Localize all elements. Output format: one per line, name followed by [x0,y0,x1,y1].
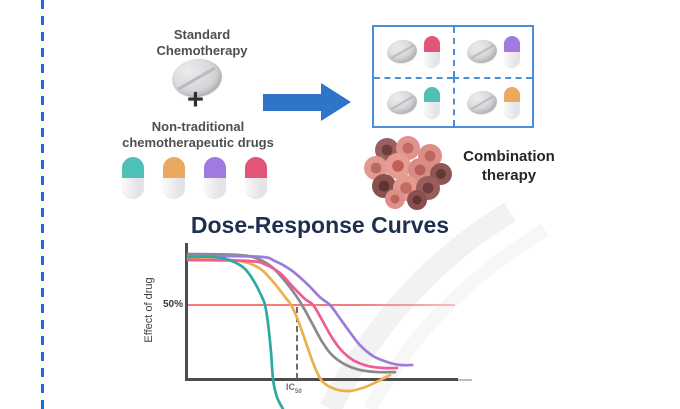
capsule-icon-2 [204,157,226,198]
watermark-swoosh-2 [363,223,549,409]
capsule-icon-1-bottom [163,177,185,198]
capsule-icon-0-top [122,157,144,178]
fifty-percent-line [188,304,455,306]
x-axis-extension [458,379,472,381]
capsule-icon-q0 [424,36,440,68]
curve-pink-drug [186,258,399,370]
capsule-icon-3-bottom [245,177,267,198]
capsule-icon-q0-top [424,36,440,52]
ic50-dashed-line [296,307,298,379]
combination-therapy-label: Combination therapy [463,148,555,184]
capsule-icon-q3 [504,86,520,118]
tumor-cell-3 [364,156,388,180]
y-axis-label: Effect of drug [143,277,155,343]
combo-quadrant-1 [453,27,532,77]
ic50-label: IC50 [286,382,302,395]
tumor-cell-10 [385,189,405,209]
drug-capsules-row [122,157,267,198]
arrow-icon [263,94,322,111]
fifty-percent-label: 50% [162,299,183,310]
dashed-guide-line [41,0,44,409]
tumor-cell-cluster-icon [364,136,452,210]
ic50-subscript: 50 [295,388,302,395]
combo-quadrant-2 [374,76,453,127]
curve-gray-standard-drug [186,252,397,374]
curve-purple-drug [186,254,414,367]
tumor-cell-4 [385,153,411,179]
x-axis-line [185,378,458,381]
tablet-icon-q0 [385,38,419,66]
combo-quadrant-0 [374,27,453,77]
capsule-icon-q0-bottom [424,51,440,68]
y-axis-line [185,243,188,381]
capsule-icon-q1 [504,36,520,68]
tablet-icon-q2 [385,88,419,116]
curve-teal-drug [186,255,285,409]
standard-chemotherapy-label: Standard Chemotherapy [156,27,248,59]
capsule-icon-1-top [163,157,185,178]
capsule-icon-q2-bottom [424,102,440,118]
capsule-icon-3 [245,157,267,198]
capsule-icon-2-top [204,157,226,178]
tablet-icon-q1 [465,38,499,66]
chart-title: Dose-Response Curves [190,212,450,238]
capsule-icon-3-top [245,157,267,178]
capsule-icon-q3-top [504,86,520,103]
combination-grid-box [372,25,534,128]
capsule-icon-2-bottom [204,177,226,198]
tumor-cell-11 [407,190,427,210]
capsule-icon-0 [122,157,144,198]
capsule-icon-q2 [424,86,440,118]
combo-quadrant-3 [453,76,532,126]
capsule-icon-0-bottom [122,177,144,198]
capsule-icon-1 [163,157,185,198]
curve-orange-drug [186,257,392,393]
plus-sign: + [187,84,204,116]
tumor-cell-5 [408,158,432,182]
nontraditional-drugs-label: Non-traditional chemotherapeutic drugs [122,119,274,151]
capsule-icon-q1-top [504,36,520,52]
tablet-icon-q3 [465,88,499,116]
arrow-head-icon [321,83,351,121]
ic50-prefix: IC [286,382,295,392]
capsule-icon-q2-top [424,86,440,103]
capsule-icon-q3-bottom [504,102,520,118]
capsule-icon-q1-bottom [504,51,520,68]
